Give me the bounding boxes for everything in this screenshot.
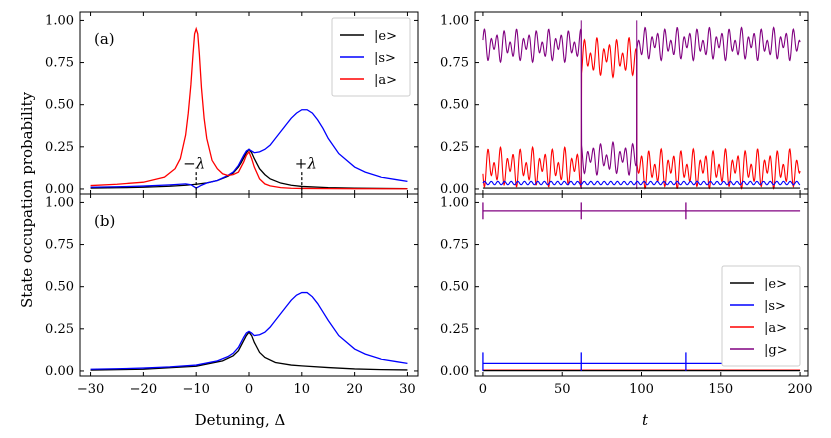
ytick-label-a-right: 1.00: [440, 13, 469, 28]
series-b-left-e: [90, 331, 408, 371]
series-a-left-s: [90, 109, 408, 189]
x-axis-title-right: t: [642, 411, 649, 429]
xtick-label-b-left: 30: [399, 382, 416, 397]
legend-box-a-left: [331, 17, 411, 97]
ytick-label-a-right: 0.75: [440, 56, 469, 71]
xtick-label-b-right: 200: [788, 382, 813, 397]
ytick-label-b-right: 0.00: [440, 364, 469, 379]
panel-b-right: 0 50 100 150 200 0.00 0.25 0.50 0.75 1.00 |e> |s> |a…: [440, 193, 813, 397]
series-a-right-g: [482, 26, 801, 176]
ytick-label-b-left: 1.00: [45, 195, 74, 210]
xtick-label-b-left: 20: [346, 382, 363, 397]
ytick-label-a-left: 0.00: [45, 182, 74, 197]
ytick-label-a-left: 0.25: [45, 140, 74, 155]
annotation-label-1: +λ: [295, 155, 317, 173]
xtick-label-b-left: 10: [294, 382, 311, 397]
ytick-label-b-right: 1.00: [440, 195, 469, 210]
ytick-label-b-right: 0.50: [440, 280, 469, 295]
ytick-label-a-left: 0.50: [45, 98, 74, 113]
series-a-left-a: [90, 26, 408, 190]
ytick-label-b-left: 0.75: [45, 238, 74, 253]
legend-b-right: |e> |s> |a> |g>: [721, 265, 801, 367]
plot-area-b-left: [90, 291, 408, 371]
plot-area-b-right: [482, 202, 801, 372]
series-b-left-s: [90, 291, 408, 370]
legend-a-left: |e> |s> |a>: [331, 17, 411, 97]
y-axis-title: State occupation probability: [18, 91, 36, 308]
ytick-label-a-right: 0.00: [440, 182, 469, 197]
ytick-label-b-right: 0.75: [440, 238, 469, 253]
ytick-label-a-right: 0.25: [440, 140, 469, 155]
legend-label-g: |g>: [764, 343, 788, 358]
legend-box-b-right: [721, 265, 801, 367]
legend-label-e: |e>: [374, 29, 397, 44]
xtick-label-b-left: −30: [77, 382, 104, 397]
ytick-label-a-right: 0.50: [440, 98, 469, 113]
panel-a-right: 0.00 0.25 0.50 0.75 1.00: [440, 11, 809, 197]
plot-area-a-right: [482, 20, 801, 190]
legend-label-e: |e>: [764, 277, 787, 292]
panel-label-b-left: (b): [94, 212, 115, 230]
x-axis-title-left: Detuning, Δ: [195, 411, 286, 429]
ytick-label-a-left: 0.75: [45, 56, 74, 71]
panels: 0.000.250.500.751.00(a)−λ +λ|e>|s>|a>0.00…: [45, 11, 813, 397]
legend-label-s: |s>: [764, 299, 786, 314]
xtick-label-b-left: −20: [130, 382, 157, 397]
legend-label-a: |a>: [374, 73, 397, 88]
ytick-label-b-left: 0.00: [45, 364, 74, 379]
xtick-label-b-right: 50: [554, 382, 571, 397]
xtick-label-b-right: 0: [479, 382, 487, 397]
xtick-label-b-right: 150: [708, 382, 733, 397]
panel-a-left: 0.00 0.25 0.50 0.75 1.00 (a) −λ +λ |e> |s> |a>: [45, 11, 419, 197]
annotation-label-0: −λ: [183, 155, 205, 173]
series-a-right-a: [482, 36, 801, 190]
xtick-label-b-right: 100: [629, 382, 654, 397]
series-a-right-s: [482, 180, 801, 186]
frame-b-left: [79, 193, 419, 377]
xtick-label-b-left: −10: [182, 382, 209, 397]
panel-b-left: −30 −20 −10 0 10 20 30 0.00 0.25 0.50 0.75 1.00 (b): [45, 193, 419, 397]
plot-area-a-left: [90, 26, 408, 190]
xtick-label-b-left: 0: [245, 382, 253, 397]
legend-label-a: |a>: [764, 321, 787, 336]
ytick-label-b-right: 0.25: [440, 322, 469, 337]
ytick-label-b-left: 0.25: [45, 322, 74, 337]
panel-label-a-left: (a): [94, 30, 115, 48]
legend-label-s: |s>: [374, 51, 396, 66]
ytick-label-a-left: 1.00: [45, 13, 74, 28]
ytick-label-b-left: 0.50: [45, 280, 74, 295]
